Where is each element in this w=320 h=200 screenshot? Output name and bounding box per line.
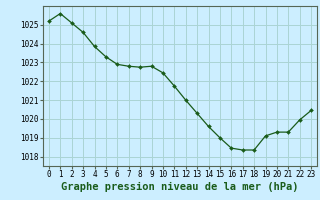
X-axis label: Graphe pression niveau de la mer (hPa): Graphe pression niveau de la mer (hPa) [61,182,299,192]
